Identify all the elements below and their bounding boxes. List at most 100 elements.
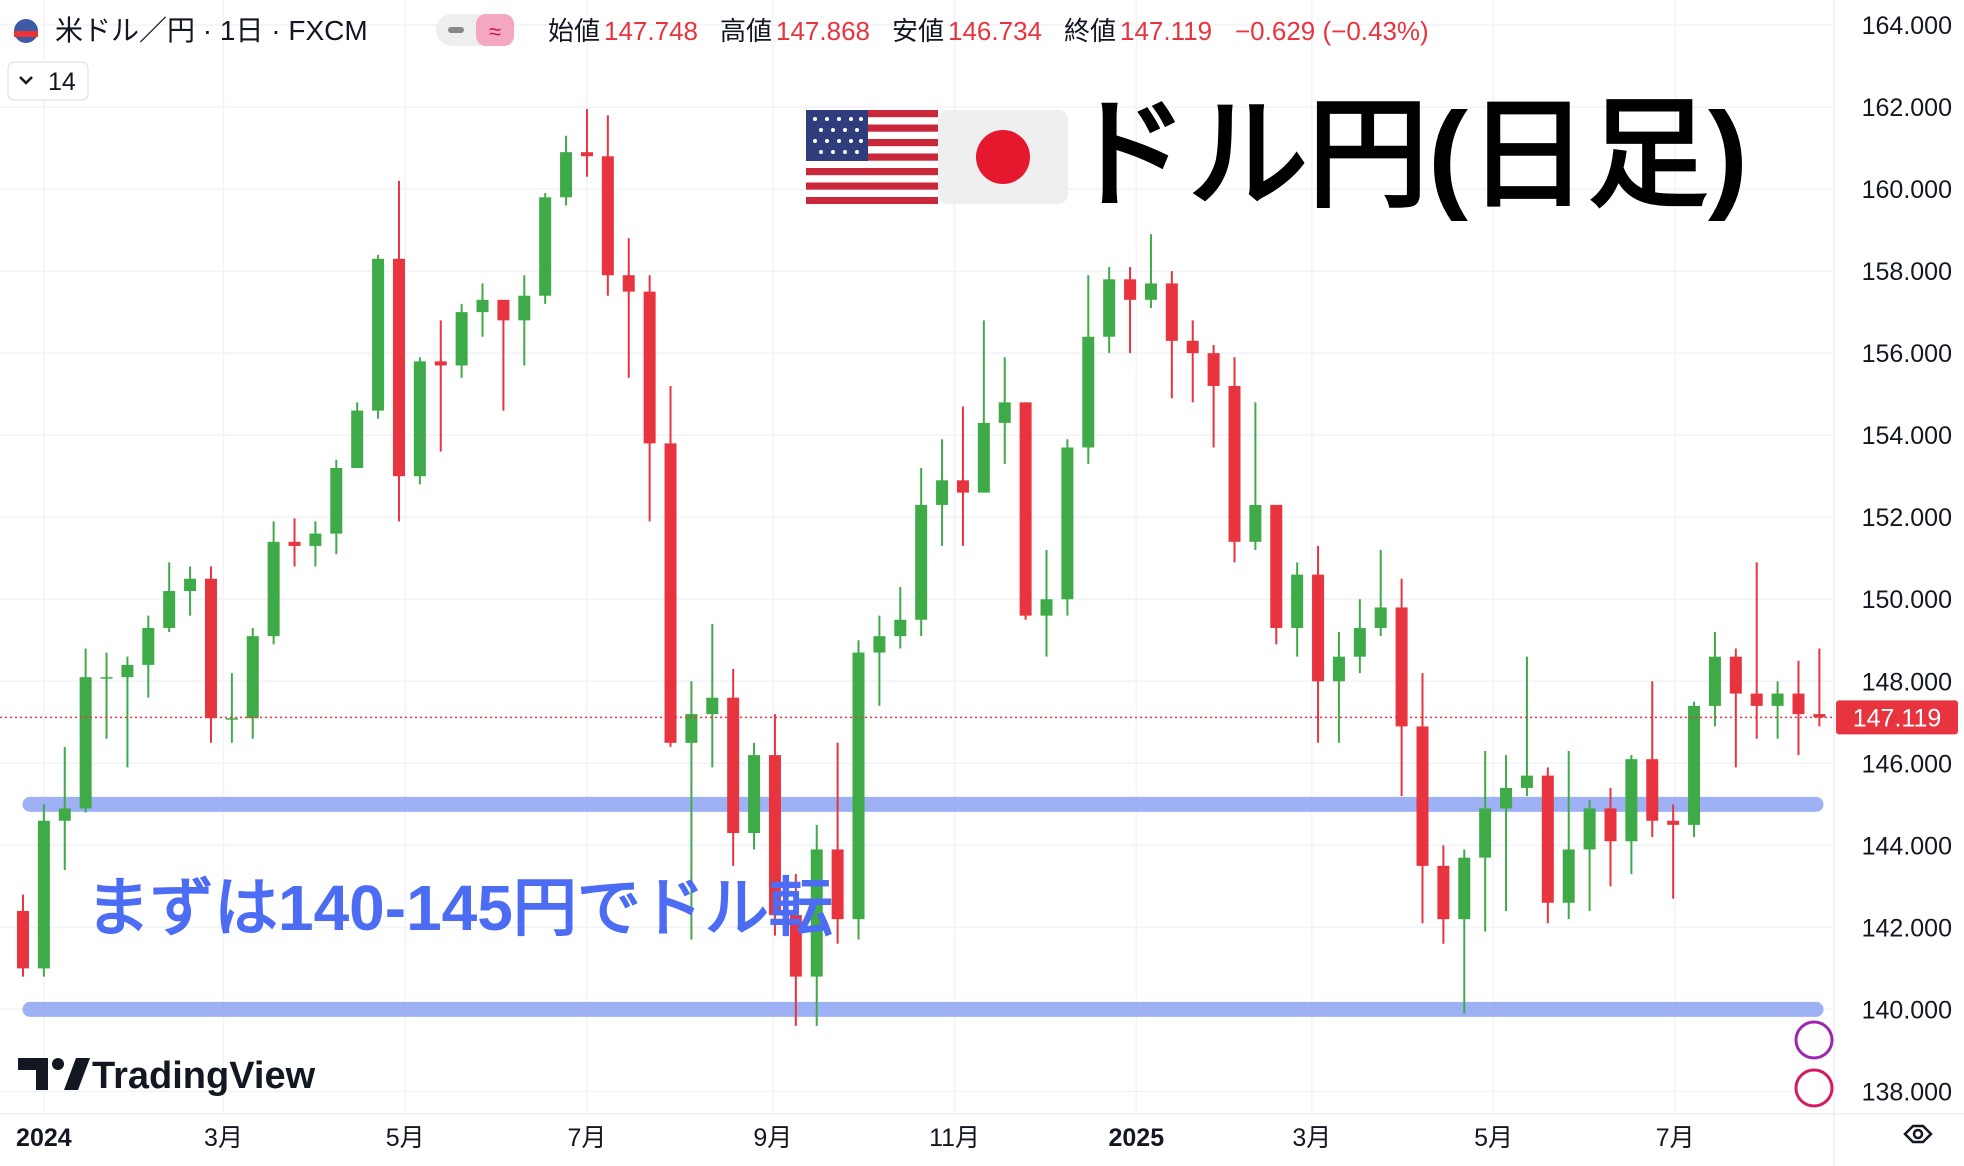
candle-body [351,410,364,468]
candle-body [1479,808,1492,858]
y-tick-label: 164.000 [1862,12,1952,40]
candle-body [1708,656,1721,706]
candle-body [497,299,510,321]
candle-body [1583,808,1596,850]
candle-body [1604,808,1617,842]
high-label: 高値 [720,16,772,46]
y-tick-label: 160.000 [1862,176,1952,204]
candle-body [1249,504,1262,542]
candle-body [330,467,343,534]
candle-body [288,541,301,546]
candle-body [1625,759,1638,842]
y-tick-label: 146.000 [1862,750,1952,778]
y-tick-label: 148.000 [1862,668,1952,696]
candle-body [706,697,719,715]
candle-body [894,619,907,637]
candle-body [1750,693,1763,706]
x-tick-label: 2025 [1109,1124,1165,1152]
x-tick-label: 9月 [753,1124,792,1152]
y-tick-label: 142.000 [1862,914,1952,942]
event-icons [1794,1020,1834,1108]
toggle-approx: ≈ [489,19,501,44]
candle-body [956,480,969,493]
candle-body [1291,574,1304,628]
x-tick-label: 2024 [16,1124,72,1152]
candle-body [392,258,405,477]
candle-body [1312,574,1325,682]
low-value: 146.734 [948,16,1042,46]
candle-body [100,677,113,679]
candle-body [748,755,761,834]
candle-body [1520,775,1533,788]
candle-body [936,480,949,505]
candle-body [580,152,593,157]
x-tick-label: 11月 [929,1124,980,1152]
candle-body [267,541,280,637]
candle-body [1374,607,1387,628]
candle-body [246,636,259,719]
candle-body [1207,353,1220,386]
candle-body [873,636,886,653]
candle-body [560,152,573,198]
candle-body [810,849,823,977]
candle-body [685,714,698,743]
candle-body [1667,820,1680,825]
symbol: 米ドル／円 · 1日 · FXCM [55,15,368,46]
candle-body [1061,447,1074,600]
candle-body [518,295,531,321]
candle-body [1228,385,1241,542]
indicator-value: 14 [48,68,76,96]
open-label: 始値 [548,16,600,46]
x-tick-label: 7月 [568,1124,607,1152]
candle-body [1771,693,1784,706]
candle-body [309,533,322,546]
settings-icon-center [1912,1128,1924,1140]
indicator-button[interactable] [7,61,89,101]
candle-body [372,258,385,411]
candle-body [1040,599,1053,616]
candle-body [601,156,614,276]
high-value: 147.868 [776,16,870,46]
chart-title: ドル円(日足) [1068,88,1748,222]
candle-body [476,299,489,313]
y-tick-label: 152.000 [1862,504,1952,532]
chevron [19,76,33,85]
candle-body [1103,279,1116,337]
candle-body [915,504,928,620]
candle-body [142,627,155,665]
jp-flag [938,110,1068,204]
candle-body [1395,607,1408,727]
x-tick-label: 5月 [386,1124,425,1152]
low-label: 安値 [892,16,944,46]
candle-body [1437,865,1450,920]
candle-body [1165,283,1178,341]
candle-body [1813,714,1826,718]
candle-body [58,808,71,821]
candle-body [1416,726,1429,866]
x-tick-label: 3月 [1292,1124,1331,1152]
candle-body [831,849,844,920]
symbol-icon-stripe [14,31,38,37]
close-label: 終値 [1064,16,1116,46]
candle-body [1688,705,1701,825]
candle-body [1144,283,1157,300]
candle-body [789,915,802,977]
candle-body [1082,336,1095,448]
close-value: 147.119 [1120,16,1212,46]
y-tick-label: 140.000 [1862,996,1952,1024]
candle-body [998,402,1011,423]
candle-body [225,718,238,720]
logo-text: TradingView [92,1055,316,1097]
candle-body [434,361,447,366]
candle-body [1792,693,1805,715]
settings-icon[interactable] [1903,1124,1933,1144]
candle-body [727,697,740,834]
y-tick-label: 150.000 [1862,586,1952,614]
mode-toggle-active[interactable] [476,14,514,46]
open-value: 147.748 [604,16,698,46]
y-tick-label: 154.000 [1862,422,1952,450]
y-tick-label: 158.000 [1862,258,1952,286]
candle-body [16,910,29,969]
candle-body [622,275,635,292]
